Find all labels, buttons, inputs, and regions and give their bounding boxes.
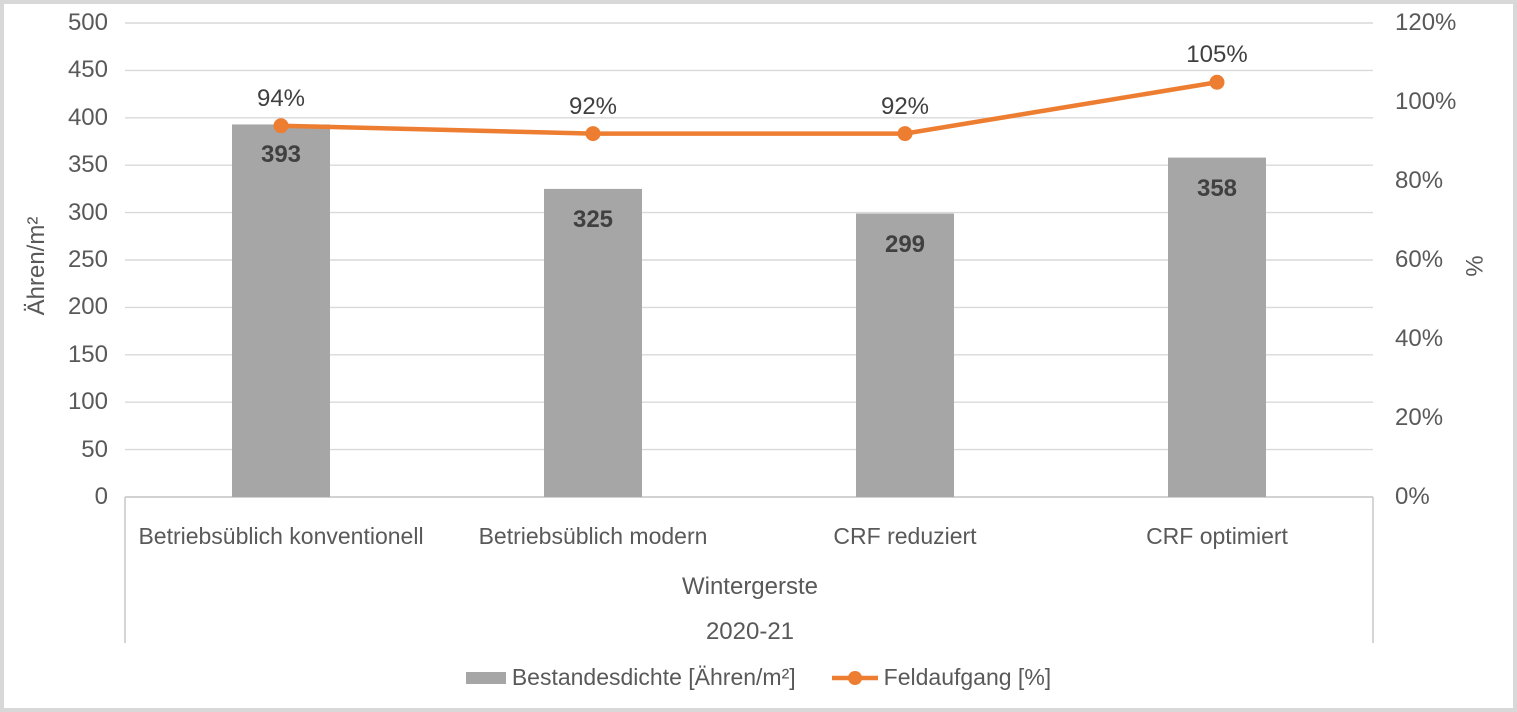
line-data-label: 94%: [256, 84, 306, 112]
legend-label-feldaufgang: Feldaufgang [%]: [883, 664, 1052, 690]
line-data-label: 92%: [568, 92, 618, 120]
line-point-marker: [1209, 74, 1225, 90]
bar-data-label: 299: [884, 230, 926, 258]
left-axis-tick: 450: [67, 56, 108, 84]
bar: [544, 188, 642, 497]
legend-item-bestandesdichte: Bestandesdichte [Ähren/m²]: [465, 664, 796, 691]
left-axis-tick: 150: [67, 340, 108, 368]
bar: [856, 213, 954, 497]
right-axis-title: %: [1460, 255, 1487, 277]
line-data-label: 92%: [880, 92, 930, 120]
category-label: Betriebsüblich modern: [478, 523, 708, 549]
right-axis-tick: 20%: [1395, 404, 1444, 431]
bar: [232, 124, 330, 497]
right-axis-tick: 40%: [1395, 325, 1444, 352]
category-label: CRF reduziert: [833, 523, 977, 549]
bar: [1168, 157, 1266, 497]
group-label-crop: Wintergerste: [681, 573, 819, 600]
left-axis-tick: 100: [67, 388, 108, 416]
left-axis-tick: 300: [67, 198, 108, 226]
left-axis-title: Ähren/m²: [23, 216, 50, 316]
bar-swatch-icon: [465, 671, 506, 684]
line-data-label: 105%: [1186, 41, 1248, 69]
left-axis-tick: 50: [81, 435, 108, 463]
left-axis-tick: 350: [67, 151, 108, 179]
right-axis-tick: 0%: [1395, 483, 1430, 510]
line-series: [280, 80, 1218, 136]
legend-item-feldaufgang: Feldaufgang [%]: [831, 664, 1052, 691]
plot-area: [124, 22, 1374, 643]
bar-data-label: 393: [260, 141, 302, 169]
left-axis-tick: 200: [67, 293, 108, 321]
group-label-season: 2020-21: [705, 618, 795, 645]
line-point-marker: [273, 118, 289, 134]
left-axis-tick: 0: [94, 483, 108, 510]
chart-legend: Bestandesdichte [Ähren/m²] Feldaufgang […: [4, 664, 1513, 691]
left-axis-tick: 500: [67, 9, 108, 36]
right-axis-tick: 120%: [1395, 9, 1457, 36]
line-point-marker: [897, 126, 913, 142]
right-axis-tick: 80%: [1395, 167, 1444, 194]
line-marker-swatch-icon: [831, 670, 878, 685]
bar-data-label: 325: [572, 205, 614, 233]
legend-label-bestandesdichte: Bestandesdichte [Ähren/m²]: [511, 664, 796, 690]
category-label: CRF optimiert: [1146, 523, 1288, 549]
category-label: Betriebsüblich konventionell: [138, 523, 424, 549]
left-axis-tick: 250: [67, 246, 108, 273]
right-axis-tick: 100%: [1395, 88, 1457, 115]
right-axis-tick: 60%: [1395, 246, 1444, 273]
left-axis-tick: 400: [67, 103, 108, 131]
bar-data-label: 358: [1196, 174, 1238, 202]
line-point-marker: [585, 126, 601, 142]
